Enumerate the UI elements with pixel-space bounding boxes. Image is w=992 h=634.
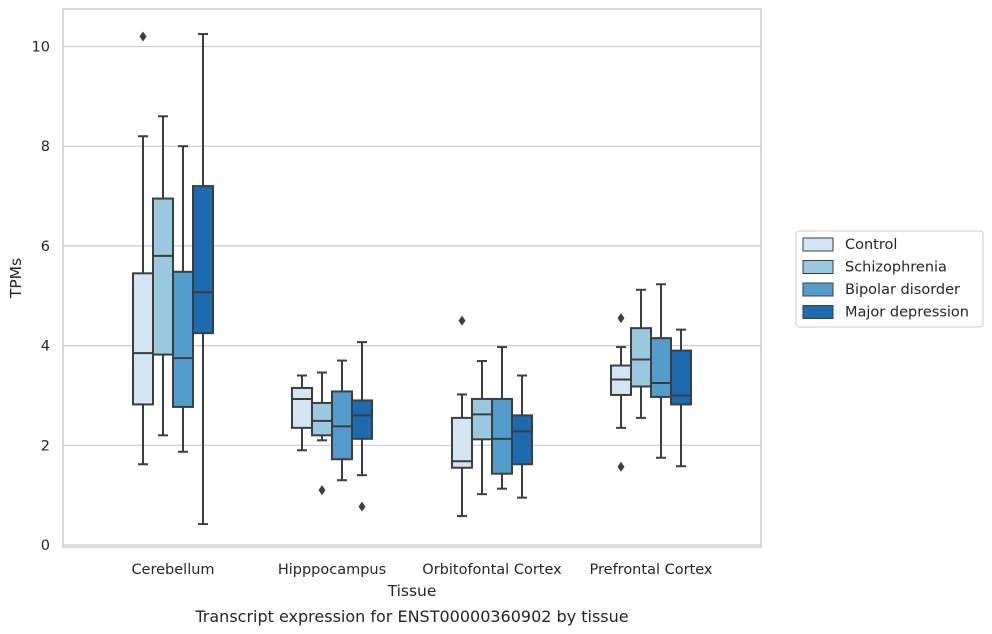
box-bipolar-disorder-0: [172, 145, 194, 453]
legend-label-control: Control: [845, 237, 897, 253]
legend-swatch-control: [802, 237, 834, 252]
box-iqr: [311, 401, 333, 437]
outlier-point: [358, 501, 366, 512]
y-tick-label-10: 10: [32, 40, 50, 56]
x-tick-label-prefrontal-cortex: Prefrontal Cortex: [590, 562, 713, 578]
y-tick-label-8: 8: [41, 139, 50, 155]
box-major-depression-1: [351, 341, 373, 512]
legend-swatch-schizophrenia: [802, 260, 834, 274]
box-iqr: [172, 270, 194, 408]
box-plot-series: [132, 31, 692, 526]
y-axis-label: TPMs: [7, 258, 25, 299]
box-schizophrenia-3: [630, 288, 652, 419]
box-iqr: [650, 337, 672, 398]
plot-frame: [62, 8, 762, 548]
box-iqr: [491, 397, 513, 475]
y-tick-label-4: 4: [41, 339, 50, 355]
box-major-depression-0: [192, 33, 214, 526]
box-iqr: [192, 185, 214, 335]
legend-entries: Control Schizophrenia Bipolar disorder Majo…: [802, 237, 969, 321]
box-iqr: [451, 416, 473, 469]
outlier-point: [617, 313, 625, 324]
box-iqr: [291, 386, 313, 429]
legend-swatch-bipolar-disorder: [802, 282, 834, 297]
legend-label-schizophrenia: Schizophrenia: [845, 260, 947, 276]
box-major-depression-3: [670, 328, 692, 468]
outlier-point: [617, 461, 625, 472]
x-axis-ticks: Cerebellum Hipppocampus Orbitofontal Corte…: [131, 562, 712, 578]
x-tick-label-orbitofontal-cortex: Orbitofontal Cortex: [422, 562, 562, 578]
box-major-depression-2: [511, 374, 533, 499]
chart-caption: Transcript expression for ENST0000036090…: [194, 607, 628, 626]
box-schizophrenia-2: [471, 360, 493, 496]
box-control-3: [610, 313, 632, 472]
box-iqr: [511, 414, 533, 466]
box-iqr: [132, 272, 154, 406]
outlier-point: [139, 31, 147, 42]
box-schizophrenia-0: [152, 115, 174, 437]
y-tick-label-0: 0: [41, 538, 50, 554]
box-iqr: [471, 397, 493, 441]
box-control-0: [132, 31, 154, 466]
box-control-2: [451, 315, 473, 518]
box-iqr: [630, 327, 652, 388]
box-iqr: [152, 197, 174, 356]
x-axis-label: Tissue: [387, 582, 437, 600]
y-tick-label-6: 6: [41, 239, 50, 255]
box-iqr: [351, 399, 373, 440]
x-tick-label-hipppocampus: Hipppocampus: [278, 562, 386, 578]
legend-swatch-major-depression: [802, 305, 834, 319]
legend-label-bipolar-disorder: Bipolar disorder: [845, 282, 960, 298]
legend: Control Schizophrenia Bipolar disorder Majo…: [795, 230, 984, 328]
legend-label-major-depression: Major depression: [845, 305, 969, 321]
legend-frame: [795, 230, 984, 328]
x-tick-label-cerebellum: Cerebellum: [131, 562, 214, 578]
y-axis-ticks: 0 2 4 6 8 10: [32, 40, 50, 555]
outlier-point: [318, 485, 326, 496]
outlier-point: [458, 315, 466, 326]
box-iqr: [670, 349, 692, 406]
y-tick-label-2: 2: [41, 438, 50, 454]
